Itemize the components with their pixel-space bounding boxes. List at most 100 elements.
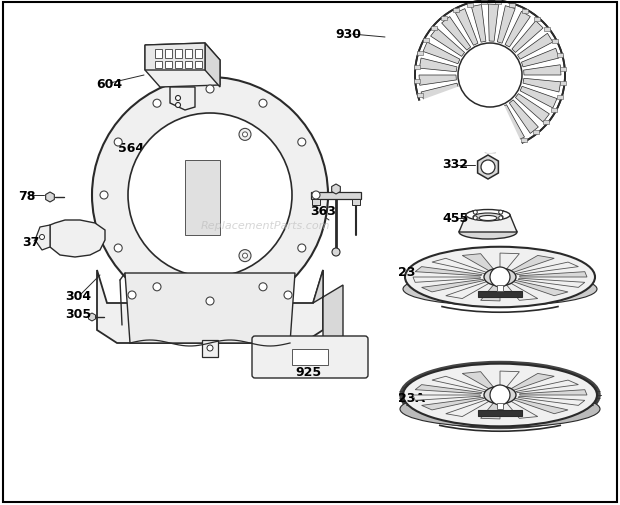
Polygon shape: [419, 59, 457, 73]
Polygon shape: [170, 88, 195, 111]
Ellipse shape: [459, 226, 517, 239]
Circle shape: [207, 345, 213, 351]
Circle shape: [206, 297, 214, 306]
Polygon shape: [165, 50, 172, 59]
Polygon shape: [89, 314, 95, 321]
Polygon shape: [145, 44, 205, 71]
Circle shape: [473, 211, 477, 215]
Ellipse shape: [484, 386, 516, 404]
Polygon shape: [417, 52, 423, 56]
Circle shape: [242, 133, 247, 137]
Polygon shape: [521, 49, 559, 68]
Polygon shape: [521, 138, 527, 142]
Circle shape: [175, 96, 180, 102]
Polygon shape: [502, 106, 525, 142]
Polygon shape: [446, 399, 491, 417]
Circle shape: [153, 283, 161, 291]
Circle shape: [481, 161, 495, 175]
Polygon shape: [551, 109, 557, 113]
Polygon shape: [422, 280, 484, 292]
Circle shape: [242, 254, 247, 259]
Circle shape: [259, 100, 267, 108]
Polygon shape: [437, 98, 468, 130]
Polygon shape: [185, 50, 192, 59]
Polygon shape: [505, 282, 538, 301]
Ellipse shape: [473, 214, 503, 222]
Polygon shape: [413, 277, 480, 283]
Polygon shape: [415, 267, 482, 276]
Polygon shape: [165, 62, 172, 69]
Circle shape: [206, 86, 214, 94]
Polygon shape: [432, 377, 487, 392]
Polygon shape: [512, 22, 543, 54]
Polygon shape: [494, 109, 508, 146]
Polygon shape: [441, 18, 471, 51]
Text: 305: 305: [65, 307, 91, 320]
Circle shape: [490, 385, 510, 405]
Polygon shape: [422, 397, 484, 410]
Text: 332: 332: [442, 157, 468, 170]
Circle shape: [473, 217, 477, 220]
Polygon shape: [489, 5, 498, 42]
Polygon shape: [432, 259, 487, 274]
Polygon shape: [477, 156, 498, 180]
Circle shape: [40, 235, 45, 240]
Text: 455: 455: [442, 211, 468, 224]
Polygon shape: [557, 54, 563, 58]
Polygon shape: [560, 82, 565, 86]
Polygon shape: [478, 291, 522, 297]
Polygon shape: [446, 282, 491, 299]
Polygon shape: [467, 4, 472, 8]
Polygon shape: [144, 146, 153, 156]
Circle shape: [498, 217, 503, 220]
Ellipse shape: [466, 210, 510, 221]
Polygon shape: [450, 104, 475, 139]
Polygon shape: [311, 192, 361, 199]
Ellipse shape: [405, 247, 595, 308]
Polygon shape: [552, 40, 558, 44]
Polygon shape: [97, 271, 323, 343]
Text: 23A: 23A: [398, 391, 425, 403]
Polygon shape: [155, 62, 162, 69]
Polygon shape: [205, 44, 220, 88]
Polygon shape: [505, 400, 538, 419]
Polygon shape: [522, 10, 528, 14]
Polygon shape: [185, 62, 192, 69]
Polygon shape: [533, 131, 539, 135]
Polygon shape: [523, 79, 560, 93]
Polygon shape: [495, 2, 501, 6]
Polygon shape: [518, 34, 553, 60]
Polygon shape: [35, 226, 50, 250]
Polygon shape: [520, 272, 587, 277]
Ellipse shape: [403, 364, 597, 427]
Circle shape: [175, 104, 180, 108]
Polygon shape: [145, 44, 220, 88]
Wedge shape: [417, 76, 523, 154]
Polygon shape: [465, 108, 482, 145]
Polygon shape: [497, 403, 503, 409]
Polygon shape: [312, 199, 320, 206]
Polygon shape: [508, 256, 554, 273]
Polygon shape: [419, 76, 456, 86]
Polygon shape: [456, 10, 478, 46]
Polygon shape: [427, 91, 463, 118]
Polygon shape: [417, 94, 423, 98]
Circle shape: [239, 129, 251, 141]
Circle shape: [128, 291, 136, 299]
Polygon shape: [520, 390, 587, 395]
Polygon shape: [414, 66, 420, 70]
Polygon shape: [480, 283, 500, 301]
Polygon shape: [513, 398, 568, 414]
Polygon shape: [509, 100, 538, 134]
Circle shape: [128, 114, 292, 277]
Circle shape: [114, 139, 122, 147]
Circle shape: [284, 291, 292, 299]
Polygon shape: [202, 340, 218, 358]
Text: 23: 23: [398, 265, 415, 278]
Text: 604: 604: [96, 77, 122, 90]
Text: 925: 925: [295, 366, 321, 379]
Text: 930: 930: [335, 27, 361, 40]
Polygon shape: [463, 372, 495, 390]
Polygon shape: [500, 371, 520, 390]
Circle shape: [259, 283, 267, 291]
